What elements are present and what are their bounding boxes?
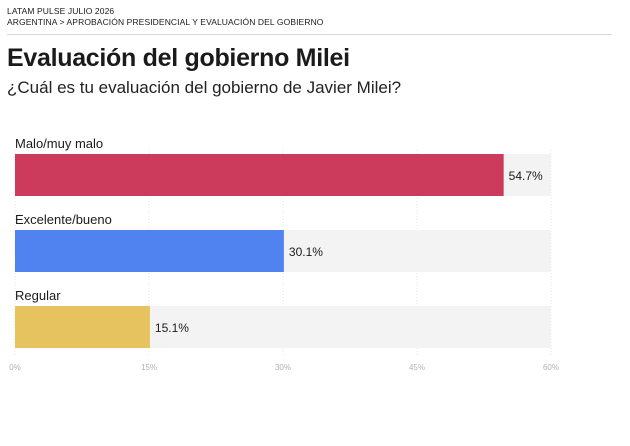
- bar: [15, 306, 150, 348]
- x-tick-label: 15%: [141, 363, 157, 372]
- chart-title: Evaluación del gobierno Milei: [7, 44, 350, 72]
- data-label: 15.1%: [155, 321, 189, 335]
- chart-subtitle: ¿Cuál es tu evaluación del gobierno de J…: [7, 78, 402, 97]
- data-label: 30.1%: [289, 245, 323, 259]
- bar: [15, 154, 504, 196]
- x-tick-label: 60%: [543, 363, 559, 372]
- bar: [15, 230, 284, 272]
- x-tick-label: 45%: [409, 363, 425, 372]
- x-tick-label: 30%: [275, 363, 291, 372]
- kicker-line-2: ARGENTINA > APROBACIÓN PRESIDENCIAL Y EV…: [7, 17, 324, 27]
- kicker: LATAM PULSE JULIO 2026 ARGENTINA > APROB…: [7, 6, 324, 28]
- category-label: Regular: [15, 288, 61, 303]
- divider: [7, 34, 612, 35]
- category-label: Malo/muy malo: [15, 136, 103, 151]
- category-label: Excelente/bueno: [15, 212, 112, 227]
- data-label: 54.7%: [509, 169, 543, 183]
- kicker-line-1: LATAM PULSE JULIO 2026: [7, 6, 115, 16]
- x-tick-label: 0%: [9, 363, 21, 372]
